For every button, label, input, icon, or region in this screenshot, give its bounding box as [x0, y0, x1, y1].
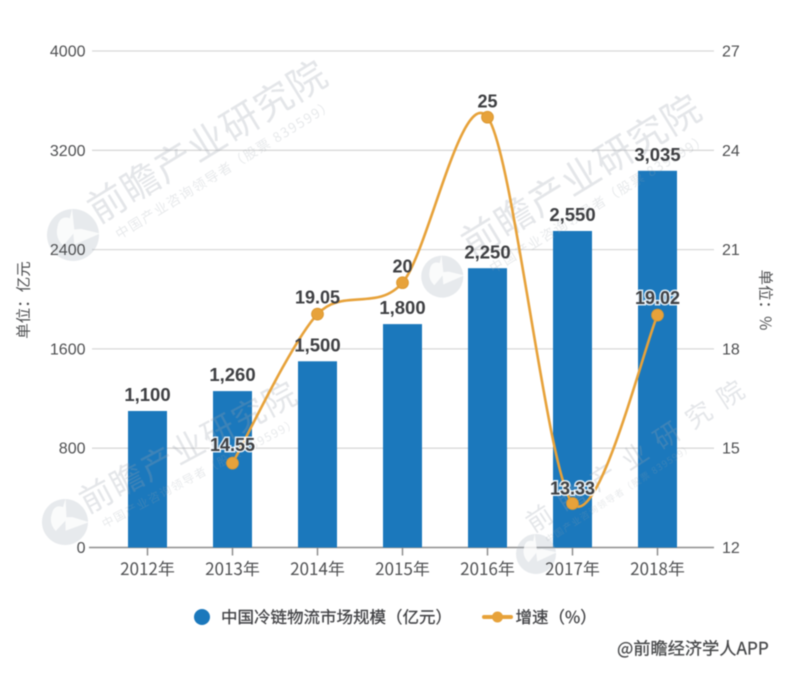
- svg-text:1,500: 1,500: [294, 334, 340, 355]
- svg-text:12: 12: [722, 540, 740, 557]
- svg-text:1,260: 1,260: [209, 364, 255, 385]
- svg-text:1,100: 1,100: [124, 384, 170, 405]
- svg-text:1600: 1600: [50, 341, 86, 358]
- svg-text:14.55: 14.55: [210, 435, 255, 455]
- svg-text:1,800: 1,800: [379, 297, 425, 318]
- svg-text:27: 27: [722, 44, 740, 61]
- svg-text:0: 0: [77, 540, 86, 557]
- svg-text:25: 25: [477, 91, 497, 111]
- svg-text:21: 21: [722, 242, 740, 259]
- svg-text:3200: 3200: [50, 143, 86, 160]
- svg-text:20: 20: [392, 256, 412, 276]
- svg-text:15: 15: [722, 441, 740, 458]
- svg-text:19.02: 19.02: [635, 288, 680, 308]
- svg-text:19.05: 19.05: [295, 287, 340, 307]
- svg-text:18: 18: [722, 341, 740, 358]
- svg-text:2,250: 2,250: [464, 241, 510, 262]
- svg-text:800: 800: [59, 441, 86, 458]
- svg-text:24: 24: [722, 143, 740, 160]
- svg-text:4000: 4000: [50, 44, 86, 61]
- svg-text:13.33: 13.33: [550, 478, 595, 498]
- svg-text:2,550: 2,550: [549, 204, 595, 225]
- svg-text:2400: 2400: [50, 242, 86, 259]
- svg-text:3,035: 3,035: [634, 144, 680, 165]
